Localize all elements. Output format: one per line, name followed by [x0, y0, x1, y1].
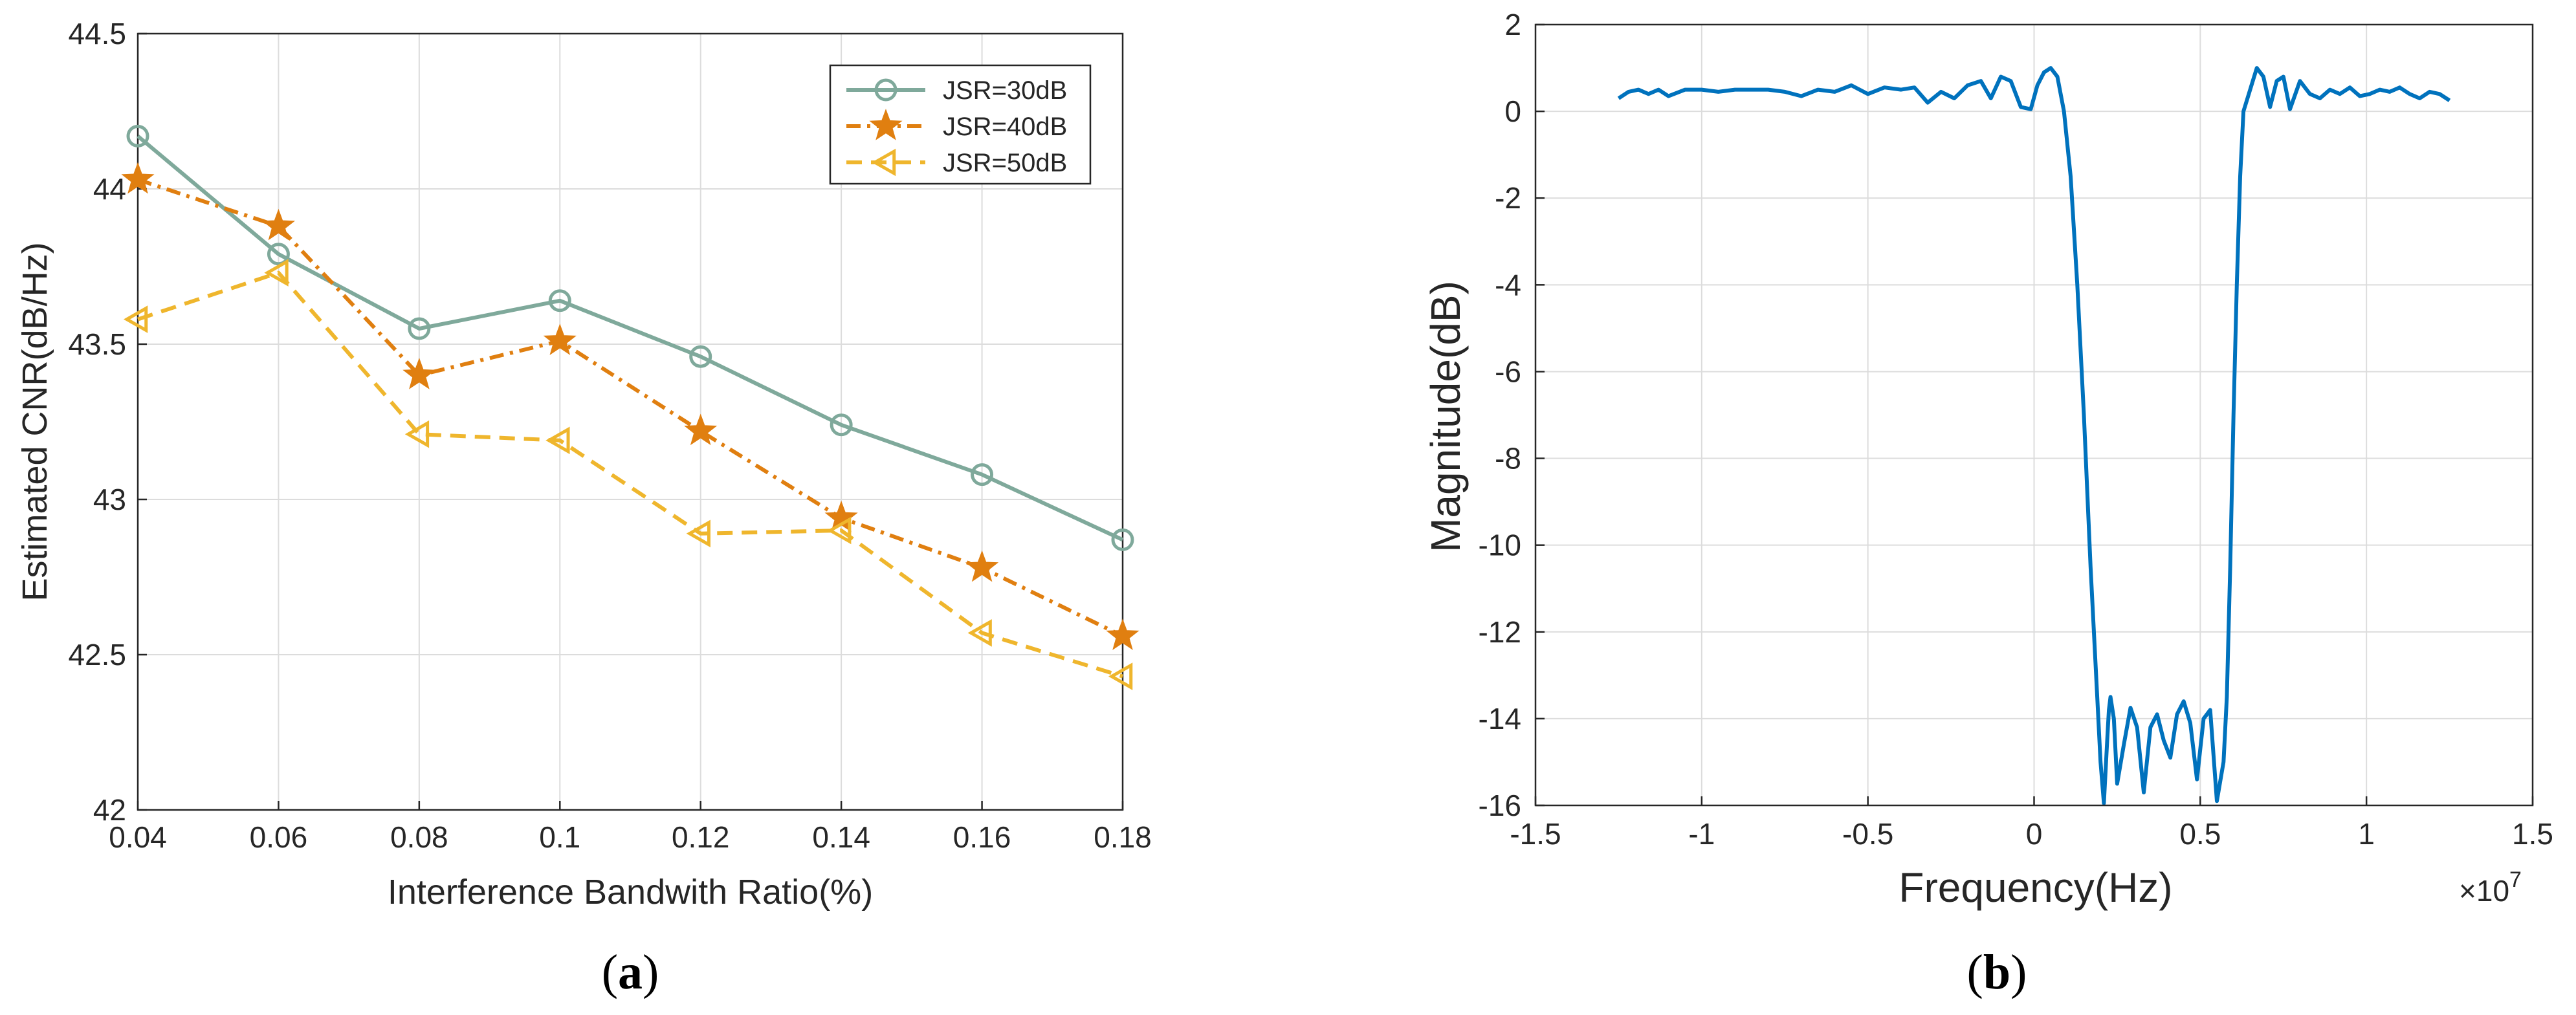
series-JSR=50dB — [123, 259, 1133, 690]
x-tick-label: 0.1 — [539, 820, 580, 854]
chart-a-xlabel: Interference Bandwith Ratio(%) — [388, 873, 873, 911]
x-tick-label: 0.04 — [109, 820, 167, 854]
y-tick-label: -4 — [1495, 268, 1521, 301]
y-tick-label: -16 — [1479, 789, 1521, 822]
chart-b-ylabel: Magnitude(dB) — [1422, 281, 1469, 552]
x-tick-label: 0.06 — [250, 820, 308, 854]
data-point — [971, 463, 994, 486]
chart-a-series — [121, 124, 1139, 690]
y-tick-label: -8 — [1495, 442, 1521, 475]
y-tick-label: 0 — [1504, 94, 1521, 128]
x-tick-label: -1.5 — [1510, 817, 1561, 851]
data-point — [548, 289, 571, 312]
chart-b-x-exponent: ×107 — [2459, 868, 2522, 908]
series-JSR=40dB — [121, 162, 1139, 650]
chart-a-axes-box — [137, 32, 1124, 811]
chart-b-x-ticks: -1.5 -1 -0.5 0 0.5 1 1.5 — [1510, 796, 2553, 851]
data-point — [404, 420, 430, 448]
y-tick-label: -2 — [1495, 181, 1521, 215]
x-tick-label: 1 — [2358, 817, 2375, 851]
y-tick-label: 43 — [93, 483, 126, 516]
x-tick-label: 0.08 — [390, 820, 448, 854]
chart-b-y-ticks: -16 -14 -12 -10 -8 -6 -4 -2 0 2 — [1479, 8, 1545, 822]
x-tick-label: -1 — [1688, 817, 1715, 851]
legend-item: JSR=40dB — [846, 109, 1067, 141]
x-tick-label: 0.18 — [1094, 820, 1152, 854]
data-point — [121, 162, 155, 194]
series-line — [137, 177, 1124, 638]
legend-label: JSR=30dB — [943, 76, 1067, 105]
chart-a-ylabel: Estimated CNR(dB/Hz) — [16, 242, 54, 601]
legend-label: JSR=50dB — [943, 149, 1067, 177]
data-point — [261, 208, 296, 241]
caption-a-open: ( — [602, 945, 618, 999]
data-point — [126, 124, 149, 147]
legend-label: JSR=40dB — [943, 113, 1067, 141]
chart-b-xlabel: Frequency(Hz) — [1899, 864, 2172, 911]
data-point — [543, 323, 577, 355]
caption-b-letter: b — [1983, 945, 2010, 999]
y-tick-label: -14 — [1479, 702, 1521, 736]
y-tick-label: 42 — [93, 793, 126, 827]
x-tick-label: 0.12 — [672, 820, 730, 854]
x-tick-label: -0.5 — [1842, 817, 1893, 851]
series-line — [137, 135, 1124, 542]
y-tick-label: 43.5 — [68, 327, 126, 361]
y-tick-label: -12 — [1479, 615, 1521, 649]
caption-a-close: ) — [643, 945, 659, 999]
chart-a-y-ticks: 42 42.5 43 43.5 44 44.5 — [68, 17, 147, 827]
y-tick-label: 2 — [1504, 8, 1521, 41]
legend-marker — [869, 109, 903, 140]
y-tick-label: 44 — [93, 172, 126, 206]
x-exponent-base: ×10 — [2459, 874, 2509, 908]
data-point — [967, 619, 992, 647]
series-JSR=30dB — [126, 124, 1134, 551]
x-tick-label: 0.16 — [953, 820, 1011, 854]
data-point — [684, 413, 718, 446]
caption-a-letter: a — [618, 945, 643, 999]
y-tick-label: 42.5 — [68, 638, 126, 671]
data-point — [1111, 528, 1134, 551]
y-tick-label: -10 — [1479, 529, 1521, 562]
caption-b-close: ) — [2010, 945, 2027, 999]
data-point — [264, 259, 289, 287]
y-tick-label: 44.5 — [68, 17, 126, 50]
data-point — [830, 413, 853, 437]
series-line — [137, 270, 1123, 679]
caption-b: (b) — [1967, 945, 2027, 999]
y-tick-label: -6 — [1495, 355, 1521, 388]
legend-item: JSR=50dB — [846, 148, 1067, 177]
caption-a: (a) — [602, 945, 659, 999]
data-point — [827, 516, 852, 545]
x-tick-label: 0 — [2026, 817, 2043, 851]
x-tick-label: 0.5 — [2179, 817, 2221, 851]
chart-a: 0.04 0.06 0.08 0.1 0.12 0.14 0.16 0.18 42 42.5 43… — [16, 17, 1152, 999]
x-tick-label: 0.14 — [812, 820, 870, 854]
data-point — [689, 345, 712, 368]
chart-b-series — [1617, 66, 2451, 805]
x-tick-label: 1.5 — [2512, 817, 2553, 851]
data-point — [267, 243, 290, 266]
frequency-response-line — [1617, 66, 2451, 805]
chart-a-legend: JSR=30dB JSR=40dB JSR=50dB — [829, 64, 1092, 185]
legend-marker — [871, 148, 896, 177]
data-point — [1106, 618, 1139, 650]
x-exponent-power: 7 — [2509, 868, 2522, 892]
data-point — [123, 305, 148, 333]
data-point — [545, 426, 570, 455]
chart-b: -1.5 -1 -0.5 0 0.5 1 1.5 -16 -14 -12 -10 -8 -6 -4 -2 0… — [1422, 8, 2553, 999]
data-point — [408, 317, 431, 340]
data-point — [402, 358, 436, 389]
data-point — [686, 519, 710, 548]
data-point — [1108, 662, 1133, 690]
legend-marker — [874, 78, 897, 102]
legend-item: JSR=30dB — [846, 76, 1067, 105]
data-point — [965, 550, 999, 582]
chart-a-x-ticks: 0.04 0.06 0.08 0.1 0.12 0.14 0.16 0.18 — [109, 801, 1152, 854]
caption-b-open: ( — [1967, 945, 1983, 999]
